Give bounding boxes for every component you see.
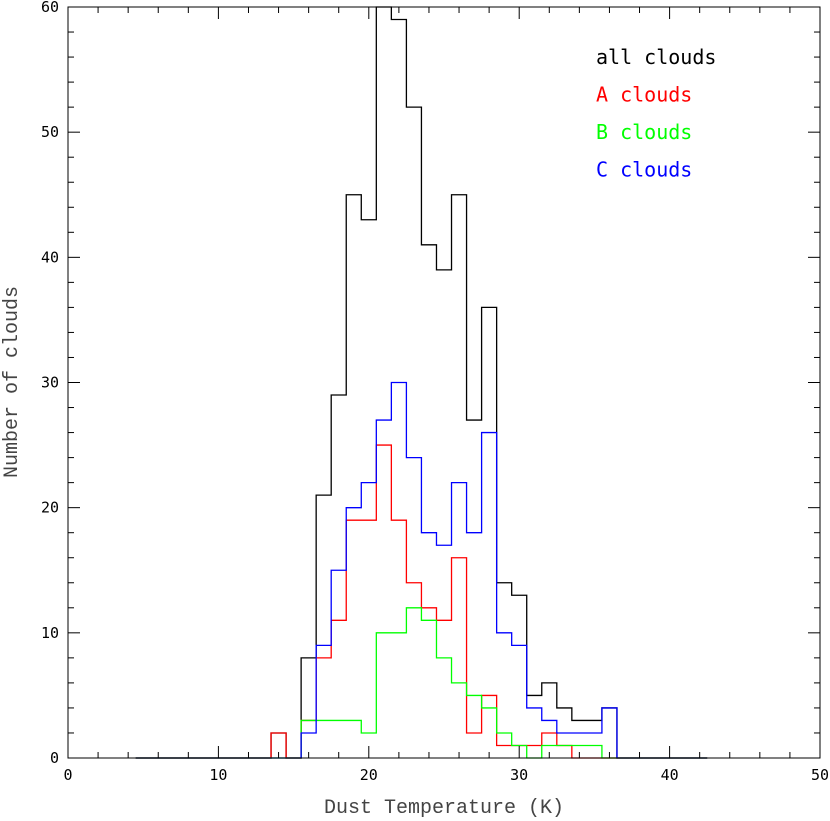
x-tick-label: 10 bbox=[209, 766, 227, 784]
y-tick-label: 10 bbox=[41, 624, 59, 642]
series-all-clouds bbox=[135, 6, 708, 759]
series-line-c-clouds bbox=[135, 381, 708, 759]
series-line-b-clouds bbox=[135, 607, 708, 759]
legend-entry-b-clouds: B clouds bbox=[596, 120, 692, 144]
bar-c-clouds-7 bbox=[406, 458, 421, 758]
bar-c-clouds-12 bbox=[482, 433, 497, 758]
axes-layer: 0 10 20 30 40 50 0 10 20 30 40 50 60 bbox=[41, 0, 829, 784]
legend: all clouds A clouds B clouds C clouds bbox=[596, 45, 716, 182]
bar-c-clouds-17 bbox=[557, 733, 572, 758]
bar-c-clouds-20 bbox=[602, 708, 617, 758]
x-tick-label: 20 bbox=[360, 766, 378, 784]
series-layer bbox=[135, 6, 708, 759]
bar-c-clouds-4 bbox=[361, 483, 376, 758]
y-tick-label: 20 bbox=[41, 499, 59, 517]
series-line-all-clouds bbox=[135, 6, 708, 759]
bar-c-clouds-2 bbox=[331, 570, 346, 758]
y-tick-label: 60 bbox=[41, 0, 59, 16]
x-tick-label: 50 bbox=[811, 766, 829, 784]
legend-entry-all-clouds: all clouds bbox=[596, 45, 716, 69]
bar-c-clouds-14 bbox=[512, 645, 527, 758]
bar-c-clouds-5 bbox=[376, 420, 391, 758]
legend-entry-c-clouds: C clouds bbox=[596, 158, 692, 182]
bar-c-clouds-10 bbox=[452, 483, 467, 758]
series-b-clouds bbox=[135, 607, 708, 759]
legend-entry-a-clouds: A clouds bbox=[596, 83, 692, 107]
bar-c-clouds-9 bbox=[436, 545, 451, 758]
y-tick-label: 40 bbox=[41, 248, 59, 266]
x-tick-label: 30 bbox=[510, 766, 528, 784]
x-tick-label: 40 bbox=[661, 766, 679, 784]
bar-c-clouds-6 bbox=[391, 383, 406, 759]
x-axis-label: Dust Temperature (K) bbox=[324, 797, 564, 820]
bar-c-clouds-1 bbox=[316, 645, 331, 758]
bar-c-clouds-13 bbox=[497, 633, 512, 758]
y-tick-label: 30 bbox=[41, 374, 59, 392]
bar-c-clouds-3 bbox=[346, 508, 361, 758]
y-axis-label: Number of clouds bbox=[1, 286, 24, 478]
bar-c-clouds-15 bbox=[527, 708, 542, 758]
y-tick-label: 50 bbox=[41, 123, 59, 141]
series-c-clouds bbox=[135, 381, 708, 759]
bar-c-clouds-11 bbox=[467, 533, 482, 758]
bar-c-clouds-8 bbox=[421, 533, 436, 758]
bar-c-clouds-19 bbox=[587, 733, 602, 758]
y-tick-label: 0 bbox=[50, 749, 59, 767]
x-tick-label: 0 bbox=[63, 766, 72, 784]
